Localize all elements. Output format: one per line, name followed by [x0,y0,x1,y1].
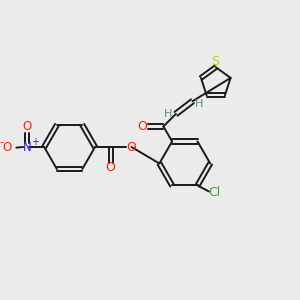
Text: N: N [23,140,32,154]
Text: O: O [106,161,116,175]
Text: O: O [3,141,12,154]
Text: O: O [127,140,136,154]
Text: Cl: Cl [209,187,221,200]
Text: -: - [0,136,3,147]
Text: H: H [164,109,172,119]
Text: H: H [195,99,203,109]
Text: O: O [22,121,32,134]
Text: +: + [31,136,39,147]
Text: S: S [211,55,219,68]
Text: O: O [137,120,147,133]
